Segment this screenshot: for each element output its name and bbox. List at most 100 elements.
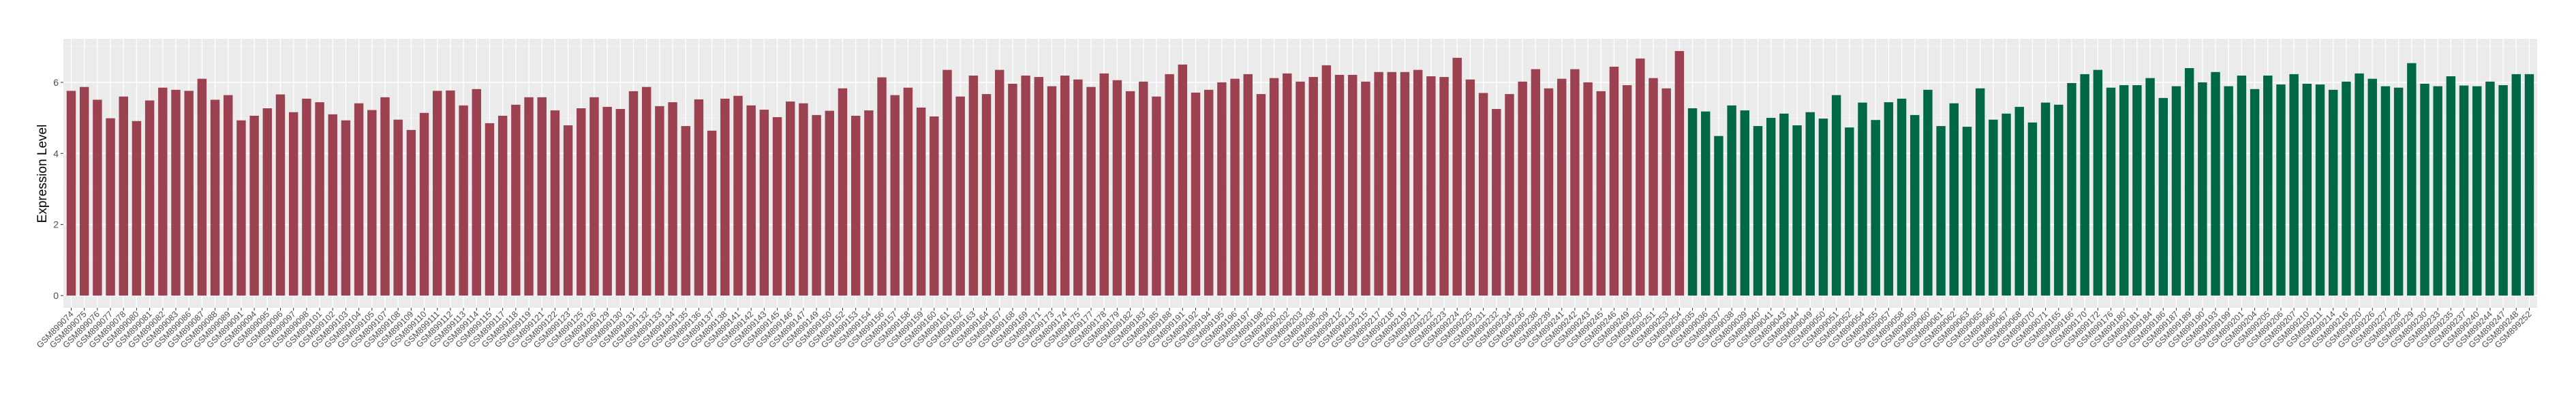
bar <box>2054 104 2064 296</box>
bar <box>1923 89 1933 296</box>
bar <box>2472 86 2482 296</box>
bar <box>786 101 795 296</box>
bar <box>302 98 311 296</box>
bar <box>1831 95 1841 296</box>
bar <box>1283 73 1292 296</box>
bar <box>2263 75 2273 296</box>
bar <box>1544 88 1554 296</box>
bar <box>2002 113 2011 296</box>
bar <box>733 95 743 296</box>
bar <box>746 105 756 296</box>
bar <box>2393 87 2404 296</box>
bar <box>916 107 926 296</box>
bar <box>2407 63 2417 296</box>
bar <box>1674 50 1685 296</box>
bar <box>1714 136 1723 296</box>
bar <box>2250 89 2260 296</box>
y-axis-title: Expression Level <box>35 125 50 223</box>
bar <box>2446 76 2456 296</box>
bar <box>1400 72 1410 296</box>
bar <box>433 91 442 296</box>
y-axis: 0 2 4 6 <box>53 77 63 301</box>
bar <box>459 105 468 296</box>
bar <box>1989 119 1998 296</box>
bar <box>550 110 560 296</box>
bar <box>628 91 639 296</box>
bar <box>1152 96 1161 296</box>
bar <box>1518 81 1527 296</box>
bar <box>2485 81 2495 296</box>
bar <box>877 77 887 296</box>
bar <box>955 96 965 296</box>
bar <box>1805 112 1815 296</box>
bar <box>668 102 677 296</box>
bar <box>1792 125 1802 296</box>
bar <box>472 89 481 296</box>
bar <box>1413 69 1423 296</box>
bar <box>1465 79 1475 296</box>
bar <box>79 86 89 296</box>
bar <box>485 123 495 296</box>
bar <box>2276 84 2286 296</box>
bar <box>393 119 403 296</box>
bar <box>1609 66 1619 296</box>
bar <box>825 110 835 296</box>
bar <box>2498 85 2508 296</box>
bar <box>341 120 351 296</box>
bar <box>236 120 246 296</box>
bar <box>2224 86 2233 296</box>
bar <box>1583 82 1593 296</box>
bar <box>406 129 416 296</box>
bar <box>2067 82 2076 296</box>
bar <box>262 108 273 296</box>
bars <box>66 50 2534 296</box>
bar <box>1178 64 1188 296</box>
bar <box>1949 103 1959 296</box>
bar <box>1910 114 1920 296</box>
bar <box>224 95 233 296</box>
bar <box>1060 75 1070 296</box>
bar <box>93 99 102 296</box>
bar <box>2328 89 2338 296</box>
bar <box>602 106 612 296</box>
bar <box>380 97 390 296</box>
bar <box>1622 85 1632 296</box>
bar <box>864 110 874 296</box>
bar <box>1334 74 1345 296</box>
bar <box>537 97 547 296</box>
bar <box>497 115 508 296</box>
x-axis: GSM899074GSM899075GSM899076GSM899077GSM8… <box>35 308 2534 350</box>
bar <box>1165 74 1174 296</box>
bar <box>2524 74 2534 296</box>
bar <box>2420 83 2429 296</box>
bar <box>1008 83 1017 296</box>
bar <box>890 95 900 296</box>
bar <box>1073 79 1083 296</box>
bar <box>2027 122 2038 296</box>
bar <box>144 100 155 296</box>
bar <box>563 125 573 296</box>
bar <box>1256 94 1266 296</box>
bar <box>903 87 913 296</box>
bar <box>1047 86 1057 296</box>
bar <box>197 78 207 296</box>
bar <box>1478 93 1488 296</box>
bar <box>2433 86 2442 296</box>
bar <box>615 109 626 296</box>
bar <box>1295 81 1305 296</box>
bar <box>132 121 142 296</box>
bar <box>1348 74 1358 296</box>
bar <box>354 103 364 296</box>
bar <box>838 88 848 296</box>
bar <box>577 108 586 296</box>
bar <box>367 110 377 296</box>
bar <box>641 86 651 296</box>
bar <box>1779 113 1789 296</box>
bar <box>942 69 952 296</box>
bar <box>1034 77 1043 296</box>
bar <box>2237 75 2247 296</box>
bar <box>1531 69 1541 296</box>
bar <box>707 130 717 296</box>
bar <box>1596 91 1606 296</box>
bar <box>2289 74 2299 296</box>
